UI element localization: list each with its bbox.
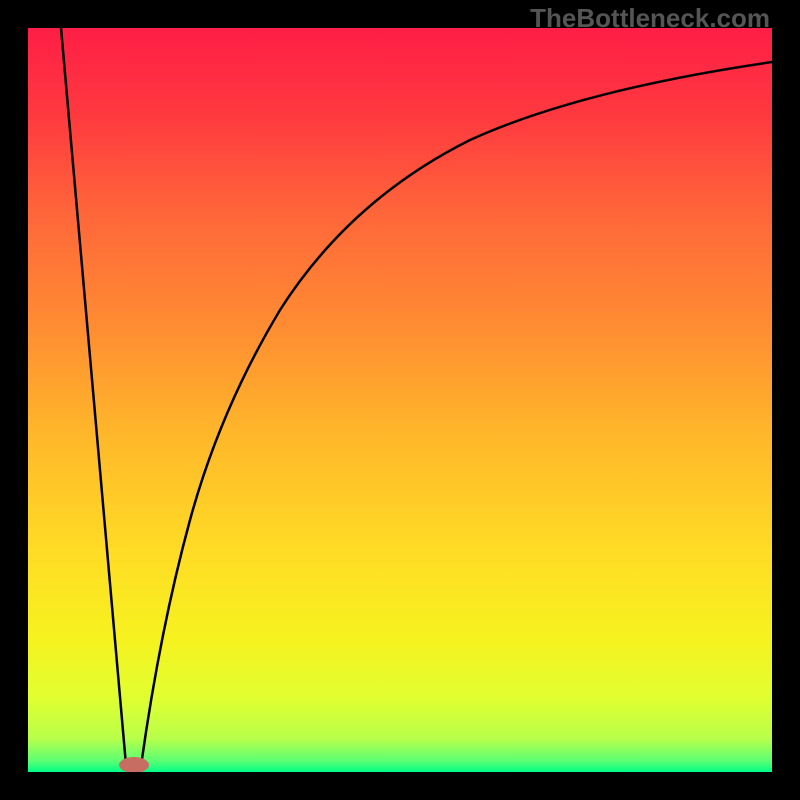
bottleneck-marker <box>119 757 149 772</box>
chart-container: TheBottleneck.com <box>0 0 800 800</box>
watermark-text: TheBottleneck.com <box>530 3 770 34</box>
plot-area <box>28 28 772 772</box>
curves-layer <box>28 28 772 772</box>
right-curve-path <box>141 62 772 766</box>
left-curve-line <box>61 28 126 765</box>
